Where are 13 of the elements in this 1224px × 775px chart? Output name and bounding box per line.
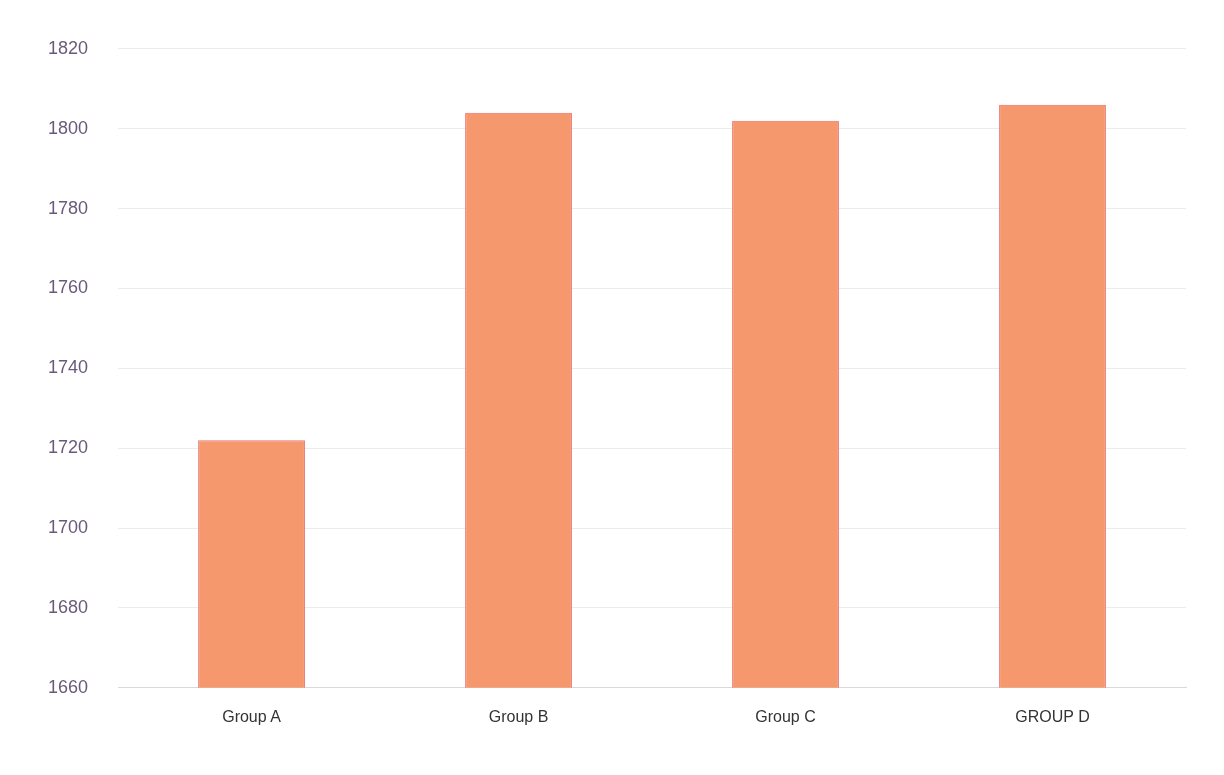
x-tick-label: GROUP D — [1015, 707, 1090, 725]
x-tick-label: Group B — [488, 707, 549, 725]
y-tick-label: 1720 — [48, 437, 89, 458]
y-tick-label: 1680 — [48, 596, 89, 617]
y-tick-label: 1660 — [48, 676, 89, 697]
x-tick-label: Group C — [755, 707, 816, 725]
y-tick-label: 1700 — [48, 517, 89, 538]
y-tick-label: 1800 — [48, 117, 89, 138]
y-tick-label: 1740 — [48, 357, 89, 378]
y-tick-label: 1760 — [48, 277, 89, 298]
y-tick-label: 1780 — [48, 197, 89, 218]
x-tick-label: Group A — [222, 707, 282, 725]
y-tick-label: 1820 — [48, 37, 89, 58]
